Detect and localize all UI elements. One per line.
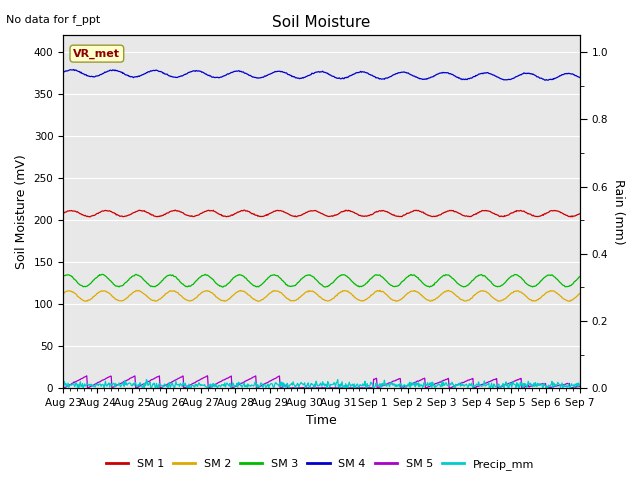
Title: Soil Moisture: Soil Moisture — [273, 15, 371, 30]
Y-axis label: Soil Moisture (mV): Soil Moisture (mV) — [15, 155, 28, 269]
X-axis label: Time: Time — [306, 414, 337, 427]
Text: VR_met: VR_met — [74, 48, 120, 59]
Text: No data for f_ppt: No data for f_ppt — [6, 14, 100, 25]
Legend: SM 1, SM 2, SM 3, SM 4, SM 5, Precip_mm: SM 1, SM 2, SM 3, SM 4, SM 5, Precip_mm — [101, 455, 539, 474]
Y-axis label: Rain (mm): Rain (mm) — [612, 179, 625, 245]
